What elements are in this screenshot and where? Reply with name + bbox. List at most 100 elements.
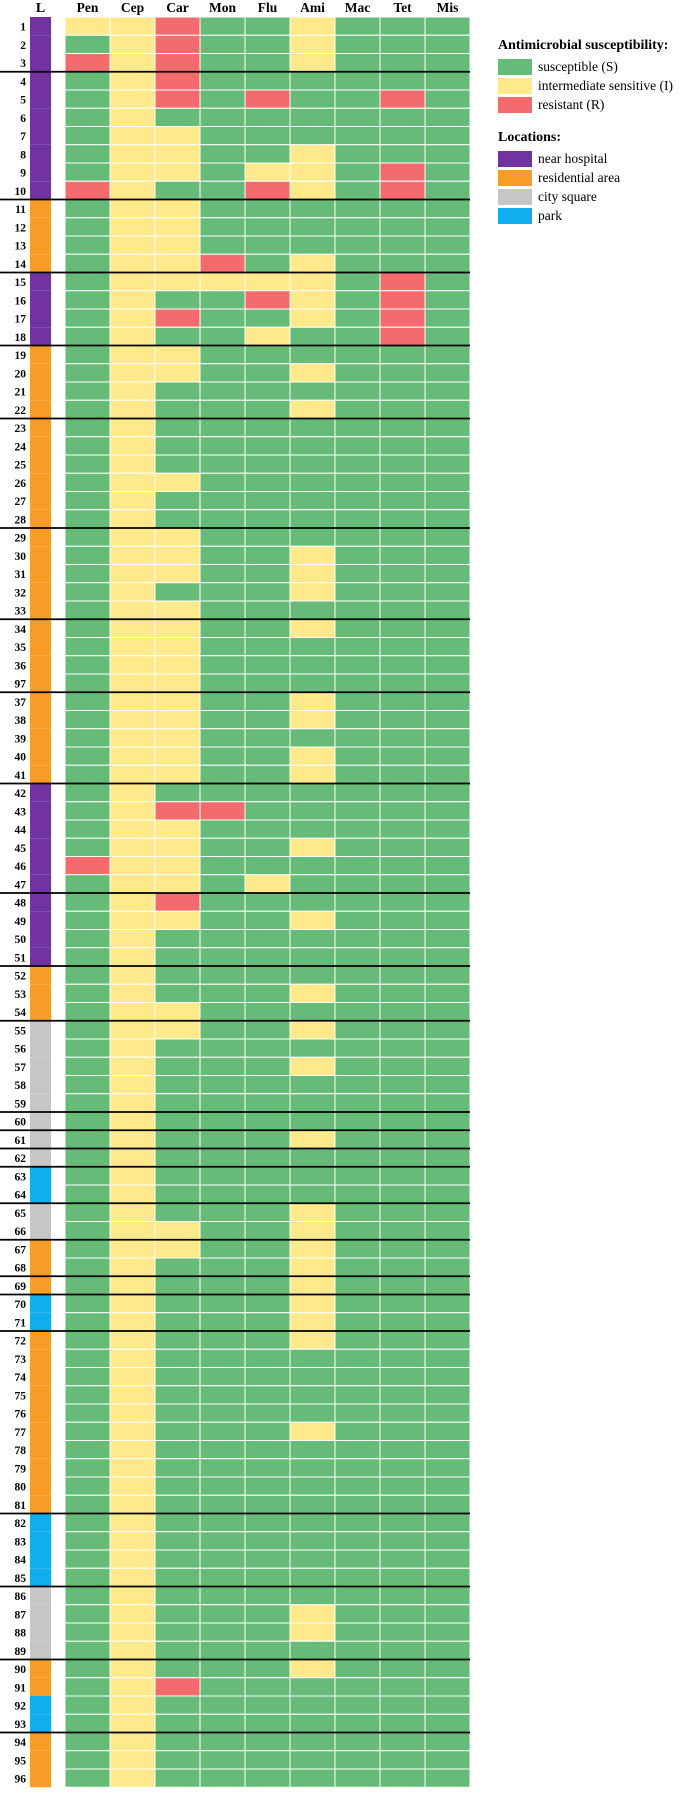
susceptibility-legend: susceptible (S) intermediate sensitive (I… — [498, 57, 683, 114]
susceptibility-cell — [154, 381, 201, 401]
susceptibility-cell — [154, 874, 201, 894]
susceptibility-cell — [289, 1111, 336, 1131]
locations-legend-title: Locations: — [498, 130, 561, 145]
susceptibility-cell — [334, 1038, 381, 1058]
susceptibility-cell — [154, 1129, 201, 1149]
susceptibility-cell — [154, 965, 201, 985]
susceptibility-cell — [424, 1695, 471, 1715]
susceptibility-cell — [64, 947, 111, 967]
susceptibility-cell — [154, 947, 201, 967]
location-cell — [30, 236, 51, 255]
susceptibility-cell — [244, 1002, 291, 1022]
susceptibility-cell — [244, 345, 291, 365]
susceptibility-cell — [109, 217, 156, 237]
sample-id-label: 66 — [15, 1226, 27, 1238]
location-legend-label: park — [538, 207, 562, 223]
location-cell — [30, 217, 51, 236]
sample-id-label: 2 — [20, 40, 26, 52]
susceptibility-cell — [334, 1348, 381, 1368]
susceptibility-cell — [424, 1367, 471, 1387]
susceptibility-cell — [289, 1567, 336, 1587]
susceptibility-cell — [289, 1038, 336, 1058]
susceptibility-cell — [379, 618, 426, 638]
susceptibility-cell — [64, 1330, 111, 1350]
susceptibility-cell — [109, 691, 156, 711]
susceptibility-cell — [424, 1531, 471, 1551]
susceptibility-cell — [334, 1458, 381, 1478]
susceptibility-cell — [109, 363, 156, 383]
susceptibility-cell — [424, 1640, 471, 1660]
susceptibility-cell — [289, 1622, 336, 1642]
location-cell — [30, 801, 51, 820]
location-cell — [30, 1641, 51, 1660]
susceptibility-cell — [244, 618, 291, 638]
susceptibility-cell — [379, 454, 426, 474]
susceptibility-cell — [64, 691, 111, 711]
sample-id-label: 24 — [15, 441, 27, 453]
susceptibility-cell — [199, 965, 246, 985]
susceptibility-cell — [289, 965, 336, 985]
susceptibility-cell — [424, 144, 471, 164]
susceptibility-cell — [424, 436, 471, 456]
susceptibility-cell — [289, 545, 336, 565]
susceptibility-cell — [289, 600, 336, 620]
susceptibility-cell — [109, 326, 156, 346]
susceptibility-cell — [379, 1458, 426, 1478]
susceptibility-cell — [199, 162, 246, 182]
susceptibility-cell — [109, 1695, 156, 1715]
susceptibility-cell — [424, 53, 471, 73]
susceptibility-cell — [379, 1075, 426, 1095]
susceptibility-cell — [244, 180, 291, 200]
susceptibility-cell — [379, 363, 426, 383]
susceptibility-cell — [289, 983, 336, 1003]
susceptibility-cell — [109, 856, 156, 876]
susceptibility-cell — [109, 308, 156, 328]
susceptibility-cell — [379, 53, 426, 73]
susceptibility-cell — [154, 1385, 201, 1405]
susceptibility-cell — [424, 235, 471, 255]
susceptibility-cell — [424, 1294, 471, 1314]
susceptibility-cell — [154, 983, 201, 1003]
susceptibility-cell — [334, 764, 381, 784]
location-cell — [30, 1440, 51, 1459]
susceptibility-cell — [199, 1440, 246, 1460]
antimicrobial-column-header: Pen — [77, 0, 99, 15]
susceptibility-cell — [154, 527, 201, 547]
susceptibility-cell — [154, 1494, 201, 1514]
susceptibility-cell — [424, 71, 471, 91]
susceptibility-cell — [64, 308, 111, 328]
sample-id-label: 47 — [15, 879, 27, 891]
susceptibility-cell — [424, 819, 471, 839]
location-legend-item: near hospital — [498, 149, 683, 168]
location-cell — [30, 984, 51, 1003]
susceptibility-cell — [64, 1056, 111, 1076]
susceptibility-cell — [64, 71, 111, 91]
susceptibility-cell — [424, 381, 471, 401]
location-legend-label: near hospital — [538, 150, 608, 166]
susceptibility-cell — [154, 34, 201, 54]
location-cell — [30, 509, 51, 528]
susceptibility-cell — [199, 107, 246, 127]
susceptibility-cell — [109, 1075, 156, 1095]
susceptibility-cell — [64, 1129, 111, 1149]
susceptibility-cell — [64, 1202, 111, 1222]
susceptibility-cell — [109, 1659, 156, 1679]
susceptibility-cell — [199, 892, 246, 912]
susceptibility-cell — [379, 1513, 426, 1533]
susceptibility-cell — [109, 1440, 156, 1460]
susceptibility-cell — [64, 1476, 111, 1496]
susceptibility-cell — [334, 691, 381, 711]
susceptibility-cell — [334, 399, 381, 419]
susceptibility-cell — [64, 199, 111, 219]
susceptibility-cell — [244, 454, 291, 474]
susceptibility-cell — [154, 509, 201, 529]
susceptibility-cell — [379, 308, 426, 328]
susceptibility-cell — [424, 582, 471, 602]
location-cell — [30, 1057, 51, 1076]
susceptibility-cell — [109, 107, 156, 127]
sample-id-label: 97 — [15, 679, 27, 691]
susceptibility-cell — [289, 16, 336, 36]
susceptibility-cell — [109, 272, 156, 292]
susceptibility-cell — [289, 1494, 336, 1514]
susceptibility-cell — [154, 910, 201, 930]
